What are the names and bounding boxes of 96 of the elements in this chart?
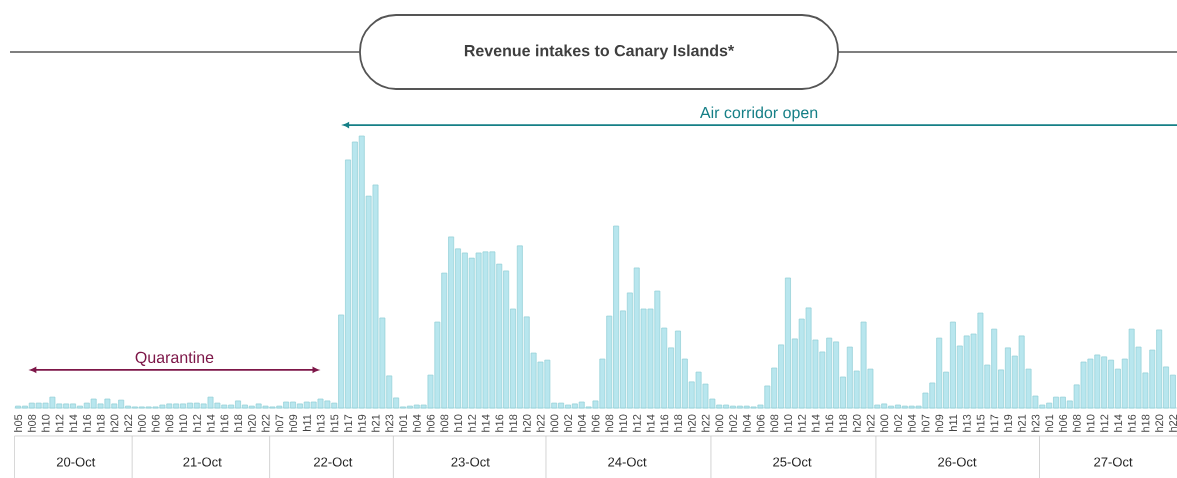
x-tick-label: h16 <box>660 414 669 432</box>
x-tick-label: h02 <box>728 414 737 432</box>
chart-title: Revenue intakes to Canary Islands* <box>464 44 735 60</box>
x-tick-label: h18 <box>233 414 243 432</box>
x-tick-label: h06 <box>591 414 600 432</box>
x-tick-label: h12 <box>797 414 806 432</box>
x-tick-label: h14 <box>69 414 78 432</box>
x-tick-label: h00 <box>715 414 724 432</box>
x-tick-label: h18 <box>673 414 682 432</box>
x-tick-label: h13 <box>316 414 325 432</box>
x-tick-label: h22 <box>1168 414 1177 432</box>
x-tick-label: h12 <box>1100 414 1109 432</box>
x-tick-label: h13 <box>962 414 971 432</box>
x-tick-label: h04 <box>412 414 421 432</box>
x-tick-label: h08 <box>1072 414 1081 432</box>
x-tick-label: h09 <box>935 414 944 432</box>
text: 23-Oct <box>451 457 490 467</box>
x-tick-label: h20 <box>852 414 861 432</box>
x-tick-label: h10 <box>178 414 188 432</box>
annotation: Quarantine <box>135 351 214 366</box>
x-tick-label: h02 <box>563 414 573 432</box>
x-tick-label: h15 <box>976 414 985 432</box>
x-tick-label: h15 <box>330 414 339 432</box>
x-tick-label: h20 <box>522 414 531 432</box>
x-tick-label: h01 <box>398 414 408 432</box>
x-tick-label: h04 <box>742 414 751 432</box>
x-tick-label: h08 <box>440 414 449 432</box>
x-tick-label: h09 <box>288 414 298 432</box>
x-tick-label: h17 <box>344 414 352 432</box>
x-tick-label: h20 <box>1155 414 1164 432</box>
x-tick-label: h00 <box>880 414 889 432</box>
text: 25-Oct <box>773 457 812 467</box>
x-tick-label: h08 <box>27 414 36 432</box>
x-tick-label: h06 <box>756 414 765 432</box>
x-tick-label: h20 <box>687 414 696 432</box>
x-tick-label: h10 <box>1086 414 1095 432</box>
x-tick-label: h16 <box>825 414 834 432</box>
x-tick-label: h01 <box>1045 414 1054 432</box>
x-tick-label: h14 <box>646 414 655 432</box>
x-tick-label: h18 <box>508 414 518 432</box>
x-tick-label: h21 <box>371 414 380 432</box>
x-tick-label: h14 <box>481 414 490 432</box>
x-tick-label: h07 <box>275 414 284 432</box>
x-tick-label: h19 <box>357 414 366 432</box>
x-tick-label: h16 <box>220 414 229 432</box>
x-tick-label: h17 <box>990 414 999 432</box>
x-tick-label: h00 <box>137 414 146 432</box>
x-tick-label: h18 <box>838 414 847 432</box>
text: 20-Oct <box>56 457 96 467</box>
x-tick-label: h23 <box>1031 414 1040 432</box>
x-tick-label: h16 <box>82 414 91 432</box>
x-tick-label: h23 <box>385 414 394 432</box>
x-tick-label: h19 <box>1003 414 1012 432</box>
x-tick-label: h06 <box>426 414 435 432</box>
x-tick-label: h20 <box>247 414 256 432</box>
x-tick-label: h16 <box>1127 414 1136 432</box>
text: Air corridor open <box>699 106 818 122</box>
x-tick-label: h14 <box>206 414 215 432</box>
x-tick-label: h08 <box>165 414 174 432</box>
x-tick-label: h04 <box>907 414 916 432</box>
text: 24-Oct <box>608 457 647 467</box>
x-tick-label: h12 <box>467 414 476 432</box>
x-tick-label: h00 <box>550 414 559 432</box>
text: 21-Oct <box>183 457 222 467</box>
x-tick-label: h08 <box>605 414 614 432</box>
x-tick-label: h06 <box>151 414 160 432</box>
x-tick-label: h14 <box>1113 414 1122 432</box>
x-tick-label: h10 <box>618 414 628 432</box>
x-tick-label: h22 <box>261 414 270 432</box>
x-tick-label: h05 <box>14 414 23 432</box>
x-tick-label: h02 <box>893 414 902 432</box>
x-tick-label: h10 <box>783 414 792 432</box>
x-tick-label: h12 <box>55 414 64 432</box>
text: 27-Oct <box>1094 457 1133 467</box>
x-tick-label: h04 <box>577 414 586 432</box>
x-tick-label: h22 <box>866 414 875 432</box>
text: 26-Oct <box>938 457 977 467</box>
x-tick-label: h18 <box>1141 414 1150 432</box>
x-tick-label: h11 <box>948 414 957 431</box>
x-tick-label: h12 <box>632 414 641 432</box>
x-tick-label: h21 <box>1017 414 1026 432</box>
x-tick-label: h06 <box>1058 414 1067 432</box>
x-tick-label: h12 <box>192 414 201 432</box>
x-tick-label: h18 <box>96 414 105 432</box>
text: 22-Oct <box>314 457 353 467</box>
x-tick-label: h16 <box>495 414 504 432</box>
x-tick-label: h22 <box>124 414 133 432</box>
x-tick-label: h22 <box>536 414 545 432</box>
x-tick-label: h22 <box>701 414 710 432</box>
x-tick-label: h07 <box>921 414 930 432</box>
x-tick-label: h10 <box>453 414 463 432</box>
x-tick-label: h10 <box>41 414 50 432</box>
x-tick-label: h08 <box>770 414 779 432</box>
x-tick-label: h20 <box>110 414 119 432</box>
x-tick-label: h11 <box>302 414 311 431</box>
x-tick-label: h14 <box>811 414 820 432</box>
